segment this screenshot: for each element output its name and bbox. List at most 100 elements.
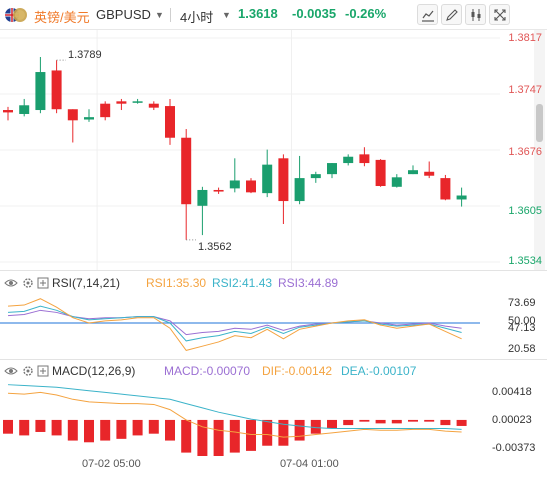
rsi3-value: RSI3:44.89	[278, 276, 339, 290]
macd-histogram-bar	[408, 419, 418, 422]
price-axis-label: 1.3605	[508, 205, 542, 217]
chart-header: 英镑/美元 GBPUSD ▼ 4小时 ▼ 1.3618 -0.0035 -0.2…	[0, 0, 547, 30]
uk-flag-icon	[5, 8, 27, 22]
candle-body	[100, 103, 111, 118]
expand-icon	[494, 9, 506, 21]
candle-body	[165, 106, 175, 138]
candle-body	[375, 159, 386, 187]
rsi2-line	[7, 305, 462, 342]
rsi-axis-label: 50.00	[508, 315, 536, 327]
candle-body	[229, 180, 240, 189]
candle-body	[246, 180, 256, 193]
instrument-symbol[interactable]: GBPUSD	[96, 7, 151, 22]
candle-body	[408, 170, 418, 175]
candle-body	[440, 178, 451, 200]
instrument-name[interactable]: 英镑/美元	[34, 10, 90, 25]
price-axis-label: 1.3817	[508, 32, 542, 44]
candle-body	[213, 189, 224, 192]
macd-histogram-bar	[116, 419, 127, 439]
macd-histogram-bar	[213, 419, 224, 456]
candle-body	[310, 174, 321, 179]
candle-body	[327, 163, 337, 175]
candle-body	[262, 164, 273, 194]
symbol-dropdown-caret-icon[interactable]: ▼	[155, 10, 164, 20]
dea-value: DEA:-0.00107	[341, 364, 417, 378]
candle-body	[359, 154, 370, 164]
eye-icon[interactable]	[4, 365, 18, 377]
macd-histogram-bar	[229, 419, 240, 453]
rsi-legend: RSI(7,14,21) RSI1:35.30 RSI2:41.43 RSI3:…	[0, 274, 490, 292]
macd-histogram-bar	[375, 419, 386, 424]
macd-histogram-bar	[132, 419, 143, 436]
candle-body	[84, 117, 94, 120]
scrollbar-thumb[interactable]	[536, 104, 543, 142]
price-axis-label: 1.3747	[508, 84, 542, 96]
rsi-chart[interactable]	[0, 294, 480, 358]
macd-histogram-bar	[51, 419, 62, 436]
pane-divider	[0, 270, 547, 271]
candle-body	[197, 189, 208, 206]
candle-body	[148, 103, 159, 108]
candle-body	[391, 177, 402, 187]
rsi1-line	[7, 298, 462, 351]
price-change: -0.0035	[292, 6, 337, 21]
candle-body	[35, 72, 46, 111]
macd-legend: MACD(12,26,9) MACD:-0.00070 DIF:-0.00142…	[0, 362, 490, 380]
macd-chart[interactable]	[0, 380, 490, 456]
macd-histogram-bar	[262, 419, 273, 446]
price-axis-label: 1.3676	[508, 146, 542, 158]
add-indicator-icon[interactable]	[37, 365, 49, 377]
rsi2-value: RSI2:41.43	[212, 276, 273, 290]
pencil-icon	[446, 9, 458, 21]
rsi-axis-label: 47.13	[508, 322, 536, 334]
candle-body	[19, 105, 30, 114]
candle-body	[67, 109, 78, 121]
period-dropdown-caret-icon[interactable]: ▼	[222, 10, 231, 20]
macd-histogram-bar	[67, 419, 78, 441]
draw-tool-button[interactable]	[441, 4, 462, 25]
period-selector[interactable]: 4小时	[180, 10, 214, 25]
macd-histogram-bar	[327, 419, 337, 429]
macd-histogram-bar	[3, 419, 13, 434]
rsi-title: RSI(7,14,21)	[52, 276, 121, 290]
dif-line	[7, 391, 462, 438]
indicator-settings-button[interactable]	[465, 4, 486, 25]
candle-body	[181, 137, 192, 205]
macd-histogram-bar	[391, 419, 402, 424]
macd-axis-label: 0.00023	[492, 414, 532, 426]
scrollbar-track[interactable]	[534, 30, 545, 270]
high-annotation: 1.3789	[68, 49, 102, 61]
gear-icon[interactable]	[22, 365, 34, 377]
macd-value: MACD:-0.00070	[164, 364, 251, 378]
dea-line	[7, 384, 462, 430]
candle-body	[456, 195, 467, 200]
fullscreen-button[interactable]	[489, 4, 510, 25]
macd-title: MACD(12,26,9)	[52, 364, 136, 378]
add-indicator-icon[interactable]	[37, 277, 49, 289]
macd-histogram-bar	[19, 419, 30, 436]
candle-body	[294, 178, 305, 202]
line-chart-button[interactable]	[417, 4, 438, 25]
candle-body	[132, 101, 143, 103]
macd-histogram-bar	[310, 419, 321, 434]
macd-histogram-bar	[278, 419, 289, 446]
macd-histogram-bar	[424, 419, 435, 422]
macd-histogram-bar	[343, 419, 354, 426]
candle-body	[3, 110, 13, 113]
macd-axis-label: -0.00373	[492, 442, 536, 454]
macd-histogram-bar	[100, 419, 111, 441]
time-axis-label: 07-02 05:00	[82, 458, 141, 470]
macd-histogram-bar	[148, 419, 159, 434]
time-axis-label: 07-04 01:00	[280, 458, 339, 470]
gear-icon[interactable]	[22, 277, 34, 289]
macd-histogram-bar	[359, 419, 370, 422]
macd-histogram-bar	[440, 419, 451, 426]
low-annotation: 1.3562	[198, 241, 232, 253]
macd-histogram-bar	[181, 419, 192, 453]
rsi3-line	[7, 309, 462, 336]
pane-divider	[0, 359, 547, 360]
price-chart[interactable]	[0, 30, 500, 270]
price-axis-label: 1.3534	[508, 255, 542, 267]
candle-body	[51, 70, 62, 110]
eye-icon[interactable]	[4, 277, 18, 289]
